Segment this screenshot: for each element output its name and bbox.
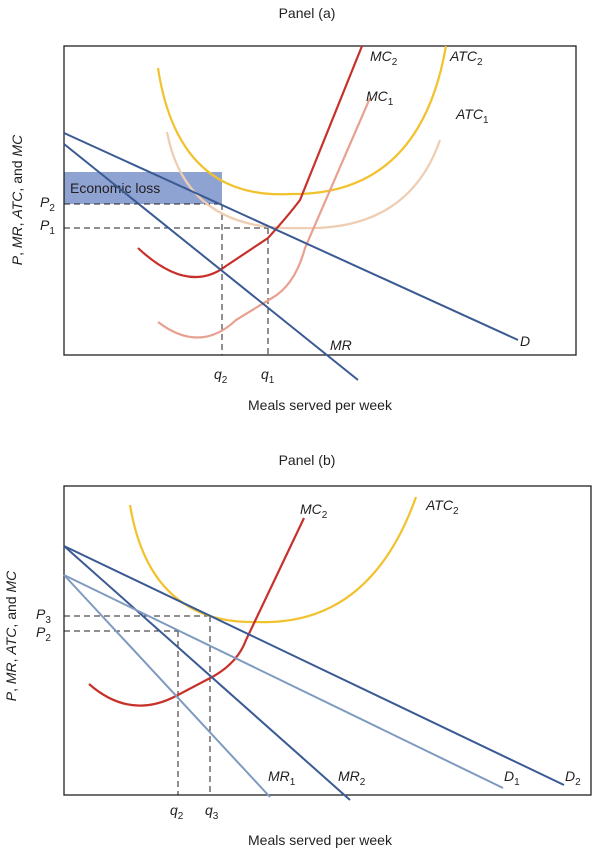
economic-loss-area: [64, 172, 222, 204]
economic-loss-label: Economic loss: [70, 180, 160, 196]
q1-tick-label: q1: [261, 366, 275, 386]
d1-label: D1: [504, 768, 520, 788]
mc1-curve: [157, 97, 372, 339]
p2-tick-label: P2: [40, 194, 55, 214]
mc2-curve: [137, 45, 364, 279]
mc2-label-b: MC2: [300, 501, 328, 521]
panel-b-x-axis-title: Meals served per week: [248, 832, 393, 848]
atc2-label: ATC2: [449, 48, 483, 68]
panel-b-y-axis-title: P, MR, ATC, and MC: [3, 570, 19, 701]
d1-curve: [63, 574, 504, 789]
atc1-label: ATC1: [455, 106, 489, 126]
panel-b-title: Panel (b): [279, 452, 336, 468]
panel-a: Panel (a) Economic loss MC2 MC1 ATC2 ATC…: [9, 5, 577, 413]
mc1-label: MC1: [366, 88, 394, 108]
panel-a-x-axis-title: Meals served per week: [248, 397, 393, 413]
mr2-label: MR2: [338, 768, 366, 788]
panel-b: Panel (b) MC2 ATC2 MR1 MR2 D1 D2 P3 P2 q…: [3, 452, 592, 848]
panel-a-title: Panel (a): [279, 5, 336, 21]
panel-b-plot-frame: [63, 485, 592, 796]
p2-tick-label-b: P2: [36, 624, 51, 644]
q3-tick-label: q3: [205, 802, 219, 822]
d2-curve: [63, 545, 565, 786]
panel-a-plot-frame: [63, 45, 577, 356]
panel-a-y-axis-title: P, MR, ATC, and MC: [9, 134, 25, 265]
mc2-label: MC2: [370, 48, 398, 68]
mr1-label: MR1: [268, 768, 296, 788]
demand-label: D: [520, 333, 530, 349]
d2-label: D2: [565, 768, 581, 788]
mr1-curve: [63, 574, 271, 798]
atc1-curve: [165, 131, 442, 230]
demand-curve: [63, 132, 519, 341]
atc2-label-b: ATC2: [425, 497, 459, 517]
mr2-curve: [63, 545, 351, 801]
mr-curve: [63, 143, 359, 381]
atc2-curve-b: [128, 496, 418, 624]
p3-tick-label: P3: [36, 606, 51, 626]
atc2-curve: [156, 45, 448, 196]
mr-label: MR: [330, 337, 352, 353]
q2-tick-label: q2: [214, 366, 228, 386]
q2-tick-label-b: q2: [170, 802, 184, 822]
p1-tick-label: P1: [40, 217, 55, 237]
